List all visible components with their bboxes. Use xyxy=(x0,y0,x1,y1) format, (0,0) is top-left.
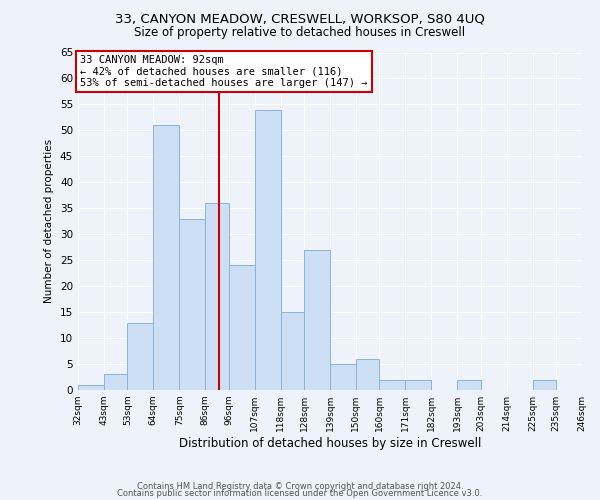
Bar xyxy=(457,380,481,390)
Bar xyxy=(356,359,379,390)
Bar xyxy=(582,380,600,390)
Y-axis label: Number of detached properties: Number of detached properties xyxy=(44,139,55,304)
Bar xyxy=(406,380,431,390)
Text: Contains HM Land Registry data © Crown copyright and database right 2024.: Contains HM Land Registry data © Crown c… xyxy=(137,482,463,491)
Bar xyxy=(229,266,254,390)
Text: Size of property relative to detached houses in Creswell: Size of property relative to detached ho… xyxy=(134,26,466,39)
Bar xyxy=(104,374,127,390)
Bar xyxy=(78,385,104,390)
Bar xyxy=(304,250,330,390)
Bar xyxy=(281,312,304,390)
Bar xyxy=(254,110,281,390)
Text: Contains public sector information licensed under the Open Government Licence v3: Contains public sector information licen… xyxy=(118,490,482,498)
Bar xyxy=(179,218,205,390)
Bar xyxy=(533,380,556,390)
Bar xyxy=(205,203,229,390)
X-axis label: Distribution of detached houses by size in Creswell: Distribution of detached houses by size … xyxy=(179,437,481,450)
Bar xyxy=(127,322,154,390)
Bar xyxy=(330,364,356,390)
Text: 33 CANYON MEADOW: 92sqm
← 42% of detached houses are smaller (116)
53% of semi-d: 33 CANYON MEADOW: 92sqm ← 42% of detache… xyxy=(80,55,368,88)
Bar xyxy=(379,380,406,390)
Text: 33, CANYON MEADOW, CRESWELL, WORKSOP, S80 4UQ: 33, CANYON MEADOW, CRESWELL, WORKSOP, S8… xyxy=(115,12,485,26)
Bar xyxy=(154,125,179,390)
